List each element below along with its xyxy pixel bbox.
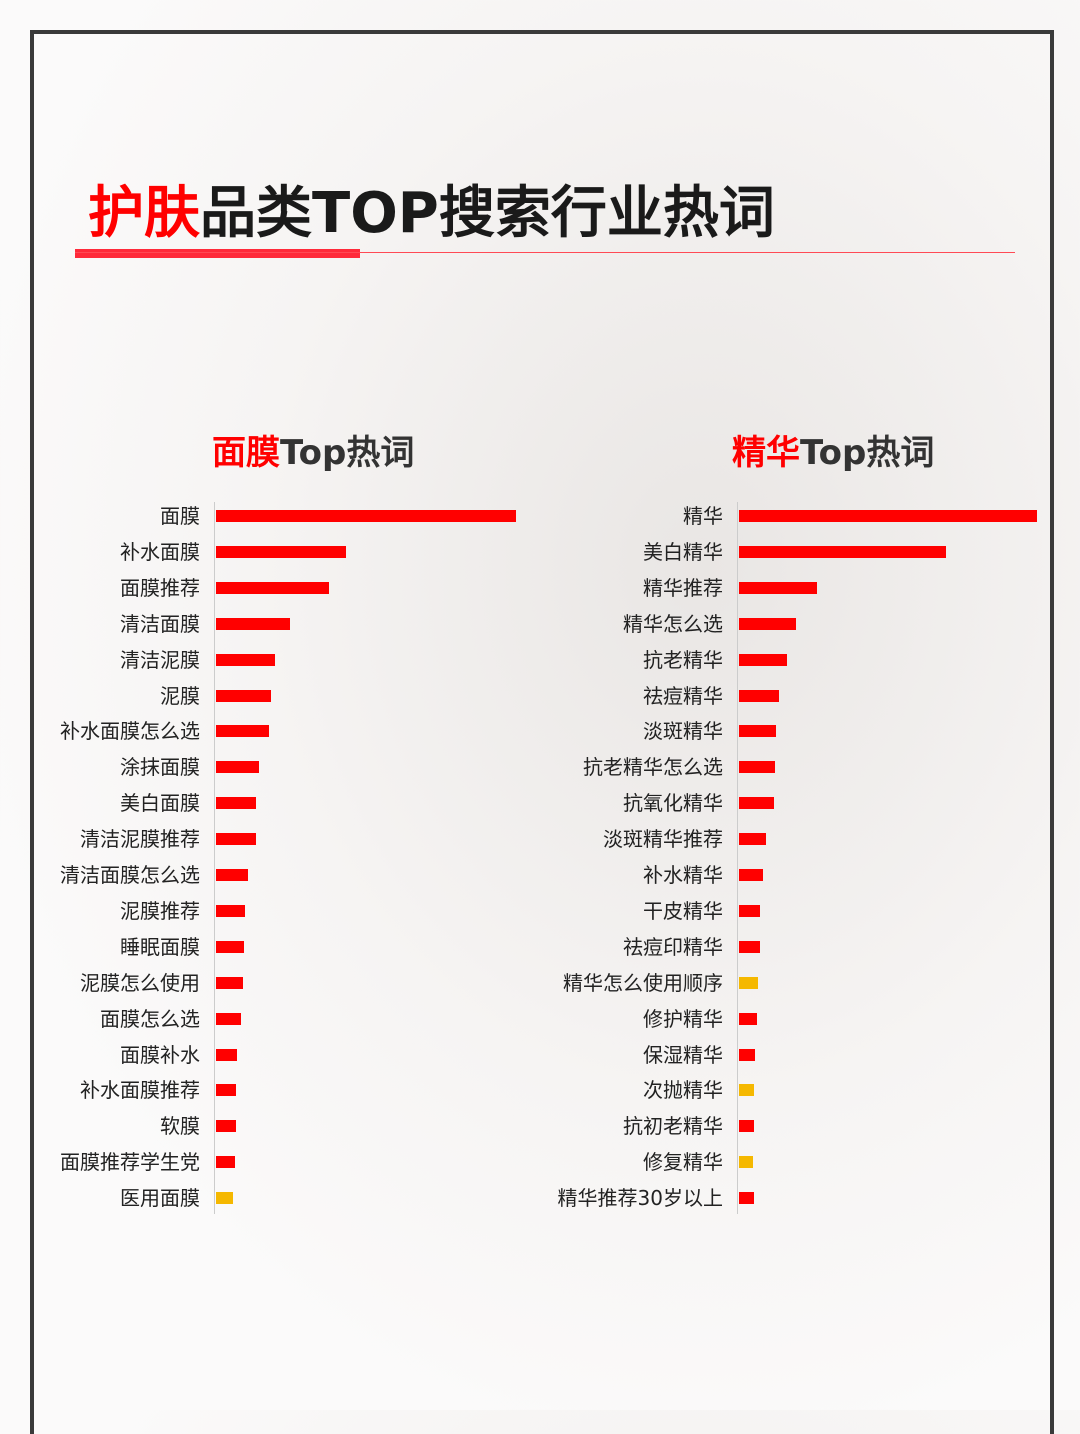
category-label: 祛痘精华 [643,683,723,708]
bar [739,510,1037,522]
category-label: 精华推荐30岁以上 [557,1186,723,1211]
category-label: 泥膜怎么使用 [80,970,200,995]
category-label: 泥膜推荐 [120,898,200,923]
title-highlight: 护肤 [88,181,200,246]
bar [216,976,243,989]
bar [739,617,796,630]
category-label: 睡眠面膜 [120,934,200,959]
chart-title: 面膜Top热词 [212,425,414,474]
bar [216,510,516,522]
category-label: 涂抹面膜 [120,755,200,780]
category-label: 抗老精华怎么选 [583,755,723,780]
bar [216,761,259,774]
bar [216,833,256,846]
bar [216,869,248,881]
chart-title-highlight: 面膜 [212,433,280,473]
category-label: 抗氧化精华 [623,791,723,816]
bar [739,1192,754,1205]
category-label: 清洁面膜怎么选 [60,863,200,887]
category-label: 补水面膜推荐 [80,1078,200,1103]
bar [739,1048,755,1061]
bar [739,833,766,846]
bar [739,976,758,989]
bar [739,761,775,774]
axis-line [214,502,215,1214]
bar [739,689,779,702]
bar [739,725,776,738]
bar [739,1084,754,1097]
category-label: 次抛精华 [643,1078,723,1103]
category-label: 祛痘印精华 [623,934,723,959]
axis-line [737,502,738,1214]
category-label: 面膜补水 [120,1042,200,1067]
category-label: 补水面膜怎么选 [60,719,200,744]
category-label: 抗初老精华 [623,1114,723,1139]
category-label: 补水面膜 [120,539,200,564]
bar [216,689,271,702]
title-underline [75,249,360,258]
bar [739,869,763,881]
bar [216,725,269,738]
frame [30,30,1054,1434]
bar [216,797,256,810]
title-rule [75,252,1015,253]
category-label: 精华 [683,504,723,528]
chart-title-highlight: 精华 [732,433,800,473]
bar [739,653,787,666]
bar [216,940,244,953]
bar [216,1156,235,1169]
title-rest: 品类TOP搜索行业热词 [200,181,775,246]
bar [216,1084,236,1097]
bar [216,545,346,558]
bar [216,653,275,666]
bar [216,904,245,917]
main-title: 护肤品类TOP搜索行业热词 [88,168,775,249]
chart-title-rest: Top热词 [800,433,935,473]
category-label: 美白面膜 [120,791,200,816]
category-label: 精华推荐 [643,575,723,600]
chart-title-rest: Top热词 [280,433,415,473]
category-label: 清洁泥膜推荐 [80,827,200,852]
category-label: 面膜推荐学生党 [60,1150,200,1175]
bar [739,581,817,594]
bar [739,940,760,953]
category-label: 面膜怎么选 [100,1006,200,1031]
bar [216,1192,233,1205]
bar [216,617,290,630]
category-label: 修护精华 [643,1006,723,1031]
category-label: 精华怎么选 [623,611,723,636]
category-label: 面膜 [160,504,200,528]
category-label: 美白精华 [643,539,723,564]
bar [739,1156,753,1169]
category-label: 抗老精华 [643,647,723,672]
category-label: 淡斑精华推荐 [603,827,723,852]
bar [216,1048,237,1061]
bar [739,545,946,558]
bar [216,1012,241,1025]
category-label: 修复精华 [643,1150,723,1175]
bar [739,1012,757,1025]
category-label: 保湿精华 [643,1042,723,1067]
category-label: 补水精华 [643,863,723,887]
category-label: 清洁面膜 [120,611,200,636]
category-label: 软膜 [160,1114,200,1139]
category-label: 精华怎么使用顺序 [563,970,723,995]
chart-title: 精华Top热词 [732,425,934,474]
category-label: 泥膜 [160,683,200,708]
bar [216,1120,236,1133]
category-label: 清洁泥膜 [120,647,200,672]
category-label: 面膜推荐 [120,575,200,600]
category-label: 干皮精华 [643,898,723,923]
category-label: 医用面膜 [120,1186,200,1211]
bar [739,904,760,917]
bar [216,581,329,594]
category-label: 淡斑精华 [643,719,723,744]
bar [739,1120,754,1133]
bar [739,797,774,810]
